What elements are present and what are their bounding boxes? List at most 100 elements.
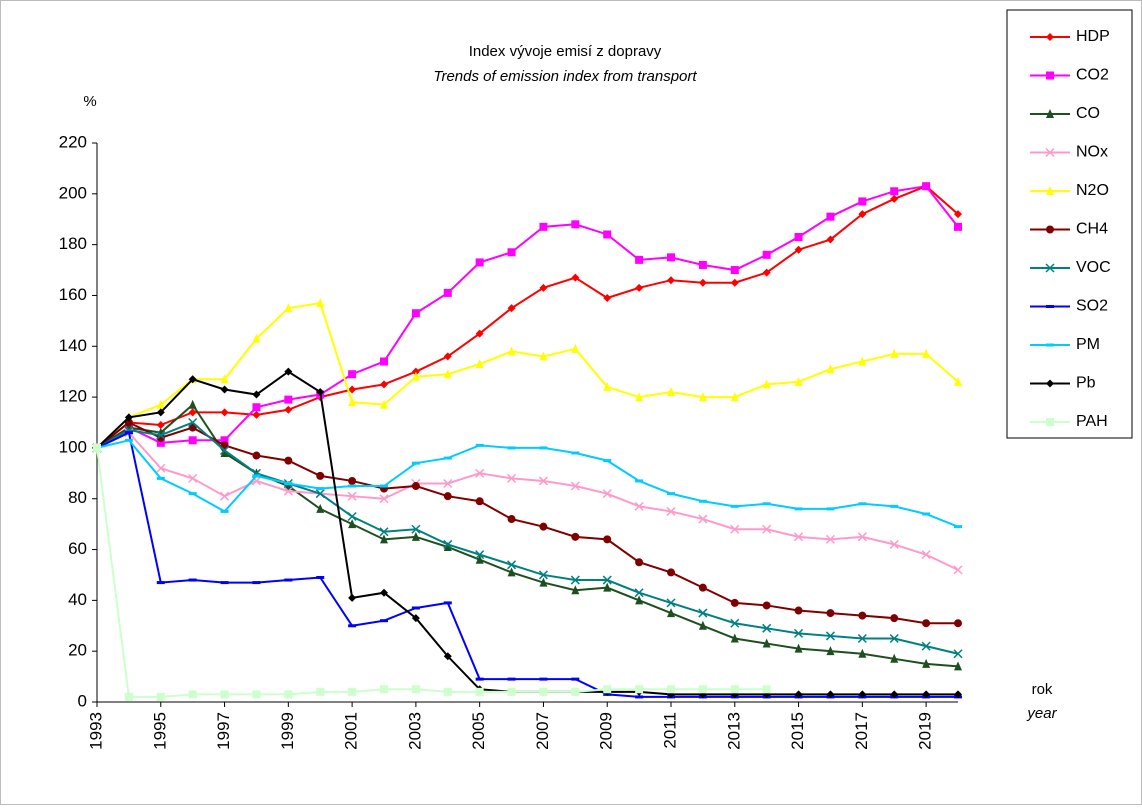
data-point	[507, 473, 517, 483]
legend-label: PAH	[1076, 413, 1108, 430]
data-point	[922, 690, 931, 699]
data-point	[826, 609, 835, 618]
data-point	[698, 392, 707, 402]
data-point	[188, 375, 197, 384]
data-point	[922, 512, 931, 516]
data-point	[954, 661, 962, 671]
data-point	[571, 687, 580, 696]
data-point	[93, 443, 101, 452]
data-point	[220, 385, 229, 394]
data-point	[347, 491, 357, 501]
data-point	[156, 463, 166, 473]
legend-marker	[1046, 33, 1054, 41]
y-tick-label: 160	[59, 285, 87, 304]
data-point	[762, 638, 771, 648]
x-tick-label: 2013	[724, 712, 743, 750]
data-point	[953, 565, 963, 575]
data-point	[188, 436, 197, 445]
legend-label: VOC	[1076, 259, 1111, 276]
data-point	[443, 539, 453, 549]
data-point	[284, 367, 293, 376]
data-point	[794, 628, 804, 638]
data-point	[794, 606, 803, 615]
data-point	[507, 248, 516, 257]
data-point	[667, 492, 675, 496]
data-point	[284, 481, 293, 491]
data-point	[380, 588, 388, 597]
data-point	[858, 648, 867, 658]
data-point	[507, 304, 516, 313]
data-point	[667, 685, 675, 694]
data-point	[890, 187, 899, 196]
data-point	[347, 511, 357, 522]
data-point	[316, 487, 325, 491]
data-point	[411, 531, 420, 541]
data-point	[794, 507, 803, 511]
y-tick-label: 80	[68, 488, 87, 507]
data-point	[953, 649, 963, 659]
data-point	[826, 646, 835, 656]
y-tick-label: 180	[59, 234, 87, 253]
y-tick-label: 120	[59, 387, 87, 406]
data-point	[220, 408, 229, 417]
data-point	[571, 273, 580, 282]
legend-box	[1006, 9, 1133, 439]
data-point	[124, 413, 133, 422]
data-point	[443, 601, 452, 605]
data-point	[475, 258, 484, 267]
data-point	[220, 509, 229, 513]
data-point	[539, 577, 548, 587]
data-point	[252, 451, 261, 460]
data-point	[156, 581, 165, 585]
data-point	[954, 376, 962, 386]
legend-label: CO2	[1076, 67, 1109, 84]
y-tick-label: 140	[59, 336, 87, 355]
data-point	[826, 507, 835, 511]
y-tick-label: 220	[59, 132, 87, 151]
legend-marker	[1046, 418, 1054, 426]
data-point	[411, 367, 420, 376]
x-tick-label: 2001	[342, 712, 361, 750]
data-point	[188, 473, 198, 483]
data-point	[380, 380, 388, 389]
data-point	[188, 578, 197, 582]
x-tick-label: 2007	[533, 712, 552, 750]
data-point	[443, 542, 452, 552]
data-point	[890, 348, 899, 358]
data-point	[443, 456, 452, 460]
x-tick-label: 1995	[150, 712, 169, 750]
series-line	[96, 185, 959, 449]
data-point	[475, 443, 484, 447]
data-point	[730, 524, 740, 534]
data-point	[315, 489, 325, 499]
data-point	[379, 527, 389, 537]
data-point	[316, 298, 325, 308]
data-point	[475, 497, 484, 506]
data-point	[443, 478, 453, 489]
data-point	[507, 687, 516, 696]
y-axis-label: %	[83, 93, 96, 110]
data-point	[571, 585, 580, 595]
data-point	[602, 575, 612, 585]
y-tick-label: 40	[68, 590, 87, 609]
data-point	[762, 250, 771, 259]
data-point	[762, 685, 771, 694]
data-point	[284, 405, 293, 414]
data-point	[316, 471, 325, 480]
series-line	[96, 421, 958, 625]
data-point	[857, 532, 867, 542]
data-point	[539, 283, 548, 292]
data-point	[634, 588, 644, 598]
x-tick-label: 2009	[597, 712, 616, 750]
data-point	[316, 503, 325, 513]
data-point	[443, 492, 452, 501]
data-point	[570, 575, 580, 585]
data-point	[475, 677, 484, 681]
series-line	[96, 439, 959, 528]
data-point	[730, 392, 739, 402]
data-point	[220, 491, 230, 501]
data-point	[539, 222, 548, 231]
x-tick-label: 2005	[469, 712, 488, 750]
data-point	[730, 618, 740, 628]
